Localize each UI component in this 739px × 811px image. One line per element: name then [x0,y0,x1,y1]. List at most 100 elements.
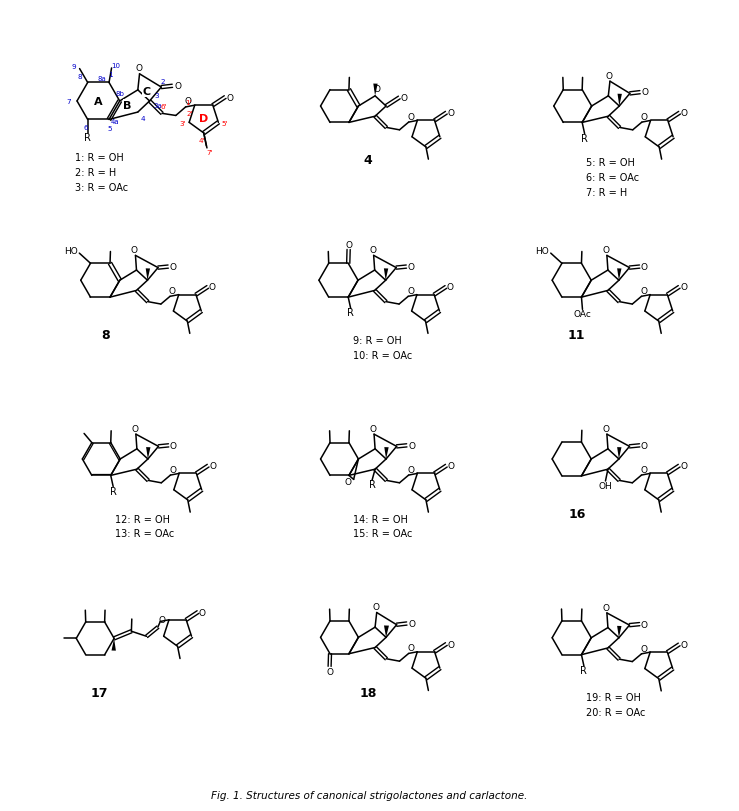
Text: 5': 5' [222,122,228,127]
Text: HO: HO [64,247,78,255]
Text: O: O [326,667,333,676]
Text: O: O [606,72,613,81]
Text: 3': 3' [179,122,185,127]
Text: OAc: OAc [573,310,591,319]
Text: O: O [641,263,648,272]
Text: O: O [641,620,648,629]
Text: A: A [94,97,103,107]
Text: 6: 6 [84,125,88,131]
Text: 17: 17 [90,686,108,699]
Text: O: O [408,643,415,652]
Text: 4: 4 [364,154,372,167]
Text: O: O [447,461,454,470]
Text: O: O [174,82,181,91]
Polygon shape [112,638,116,651]
Text: R: R [84,133,91,143]
Text: O: O [641,466,647,474]
Text: O: O [345,240,352,249]
Text: 5: 5 [108,126,112,131]
Text: 2': 2' [187,111,194,117]
Text: O: O [602,424,610,433]
Text: O: O [208,283,216,292]
Polygon shape [373,84,378,97]
Text: O: O [185,97,192,106]
Polygon shape [618,95,622,107]
Text: O: O [370,246,376,255]
Text: O: O [641,113,648,122]
Text: O: O [602,246,610,255]
Text: R: R [347,308,354,318]
Text: O: O [680,283,687,292]
Text: 11: 11 [568,329,585,342]
Text: 14: R = OH
15: R = OAc: 14: R = OH 15: R = OAc [353,514,412,539]
Text: O: O [169,466,177,474]
Text: 3: 3 [154,92,159,99]
Text: 7: 7 [67,98,71,105]
Text: O: O [209,461,216,470]
Text: O: O [447,640,454,649]
Text: 10: 10 [111,62,120,69]
Polygon shape [384,448,389,459]
Text: 4a: 4a [111,119,119,125]
Text: 7': 7' [207,149,214,156]
Text: O: O [641,441,648,450]
Polygon shape [384,625,389,637]
Text: 1': 1' [185,100,191,105]
Text: O: O [680,640,687,649]
Text: O: O [408,619,415,628]
Text: O: O [408,113,415,122]
Text: O: O [370,424,377,433]
Text: O: O [408,263,415,272]
Text: O: O [641,644,647,653]
Polygon shape [617,448,621,459]
Polygon shape [146,269,150,281]
Text: 8: 8 [101,329,109,342]
Text: D: D [199,114,208,123]
Text: 2: 2 [160,79,165,85]
Text: O: O [159,616,166,624]
Text: O: O [401,93,408,102]
Text: O: O [641,88,648,97]
Text: R: R [580,665,588,675]
Text: R: R [369,480,375,490]
Text: O: O [131,246,138,255]
Text: 9: 9 [71,64,76,70]
Polygon shape [384,269,388,281]
Text: O: O [199,607,206,617]
Text: O: O [408,441,415,450]
Text: 4: 4 [140,116,145,122]
Text: 1: 1 [108,72,112,78]
Text: 1: R = OH
2: R = H
3: R = OAc: 1: R = OH 2: R = H 3: R = OAc [75,153,128,192]
Text: O: O [680,461,687,470]
Text: 5: R = OH
6: R = OAc
7: R = H: 5: R = OH 6: R = OAc 7: R = H [586,157,639,197]
Text: O: O [602,603,610,612]
Text: O: O [169,287,176,296]
Text: 12: R = OH
13: R = OAc: 12: R = OH 13: R = OAc [115,514,174,539]
Text: B: B [123,101,132,110]
Polygon shape [617,269,621,281]
Text: 3a: 3a [154,103,163,109]
Text: O: O [170,441,177,450]
Text: 19: R = OH
20: R = OAc: 19: R = OH 20: R = OAc [586,693,645,717]
Text: O: O [169,263,177,272]
Text: 9: R = OH
10: R = OAc: 9: R = OH 10: R = OAc [353,336,412,360]
Text: O: O [447,283,454,292]
Text: 8: 8 [78,74,83,80]
Text: 6': 6' [160,105,167,110]
Text: O: O [373,85,380,94]
Text: O: O [132,424,138,433]
Text: HO: HO [535,247,549,255]
Text: C: C [143,87,151,97]
Text: R: R [581,134,588,144]
Text: O: O [408,466,415,474]
Text: Fig. 1. Structures of canonical strigolactones and carlactone.: Fig. 1. Structures of canonical strigola… [211,790,528,800]
Text: 4': 4' [199,139,205,144]
Text: O: O [641,287,647,296]
Text: 8b: 8b [116,91,125,97]
Text: R: R [110,486,117,496]
Text: O: O [226,93,234,102]
Text: 18: 18 [359,686,377,699]
Text: O: O [344,478,352,487]
Text: O: O [407,287,414,296]
Text: O: O [135,64,142,73]
